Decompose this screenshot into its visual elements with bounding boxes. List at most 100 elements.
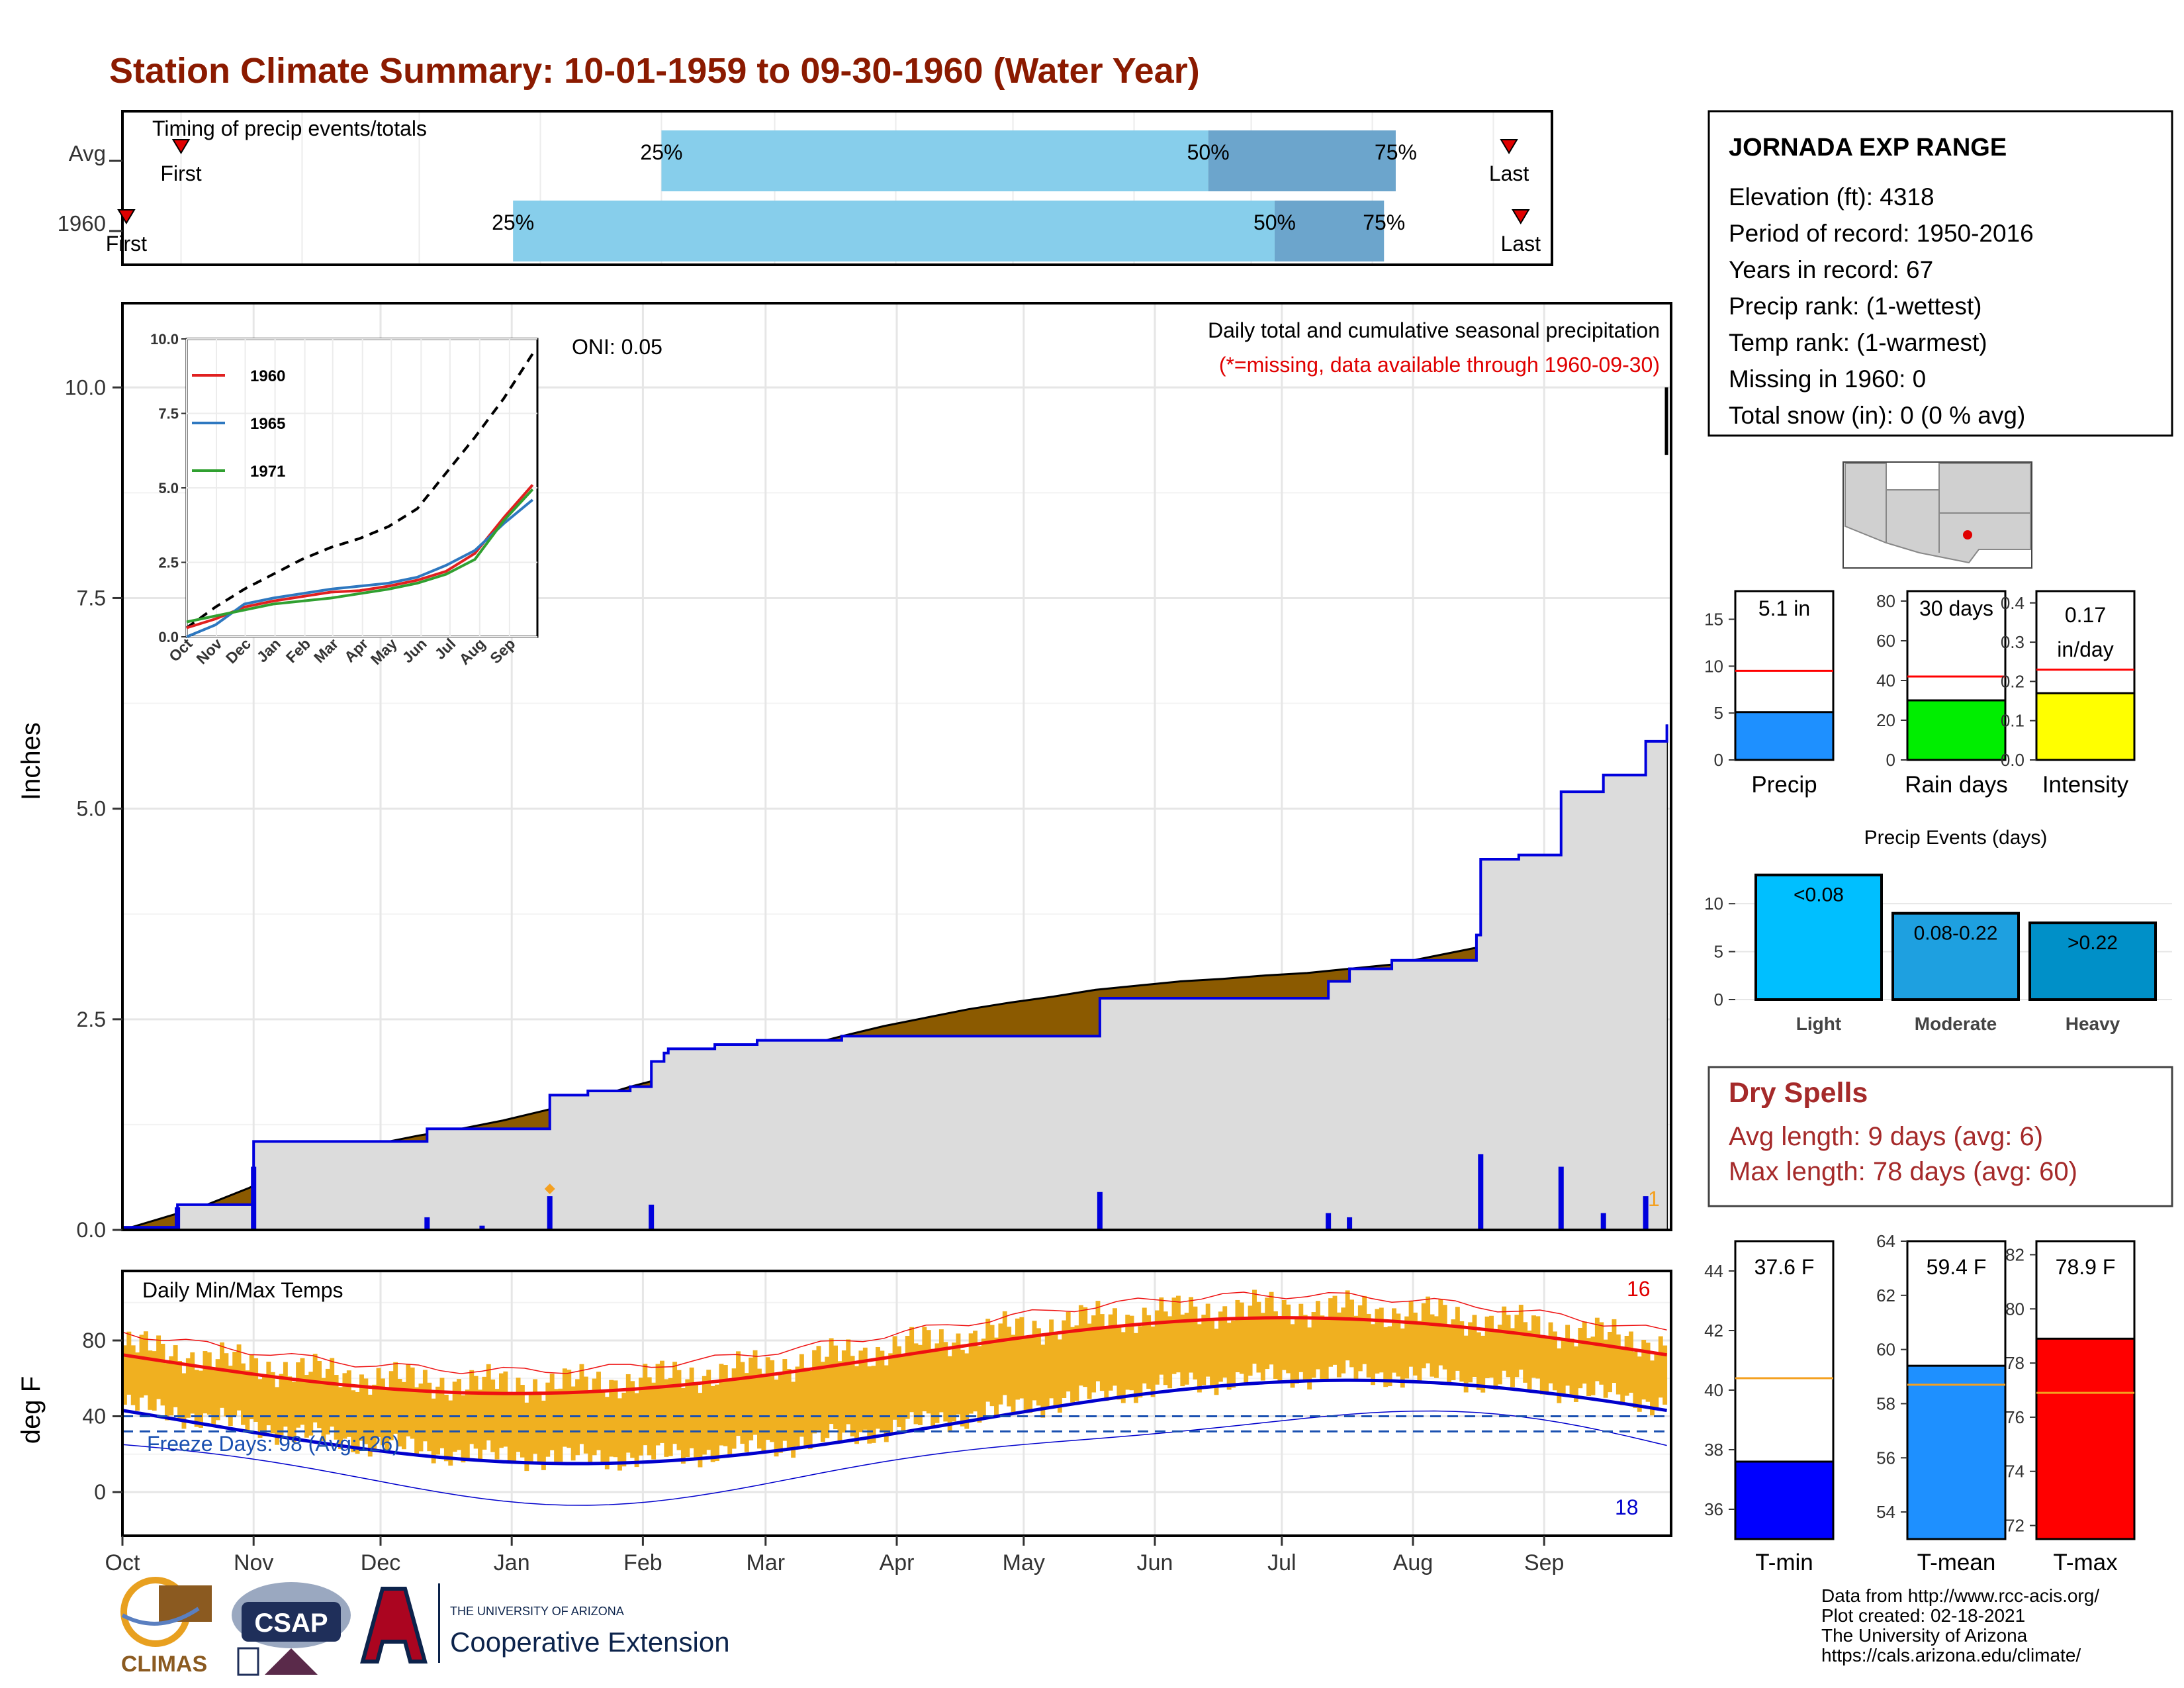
daily-temp-range-bar [1357,1305,1363,1372]
dry-spells-title: Dry Spells [1729,1077,1868,1109]
daily-temp-range-bar [1641,1340,1647,1400]
timing-label: Timing of precip events/totals [152,117,427,140]
daily-temp-range-bar [1426,1296,1431,1364]
timing-first-label: First [106,232,147,256]
record-low-count: 18 [1615,1495,1639,1519]
daily-temp-range-bar [1277,1316,1283,1382]
daily-temp-range-bar [486,1364,491,1440]
daily-temp-range-bar [554,1389,559,1462]
month-tick-label: Mar [747,1550,786,1575]
daily-temp-range-bar [465,1389,470,1459]
daily-precip-bar [649,1204,655,1230]
daily-temp-range-bar [1413,1312,1418,1376]
daily-temp-range-bar [1205,1303,1210,1377]
daily-temp-range-bar [414,1387,420,1454]
daily-temp-range-bar [1527,1331,1532,1389]
summary-bar [1734,711,1835,761]
daily-temp-range-bar [740,1362,745,1444]
daily-temp-range-bar [570,1386,576,1461]
daily-temp-range-bar [795,1366,800,1446]
daily-temp-range-bar [1104,1327,1109,1401]
daily-temp-range-bar [947,1356,952,1432]
temp-bar-value: 59.4 F [1927,1255,1987,1279]
daily-temp-range-bar [1387,1326,1392,1387]
daily-temp-range-bar [228,1366,233,1427]
daily-temp-range-bar [439,1378,445,1448]
daily-temp-range-bar [126,1331,132,1395]
daily-temp-range-bar [249,1355,254,1419]
daily-temp-range-bar [1336,1312,1342,1378]
daily-temp-range-bar [266,1362,271,1426]
precip-events-chart: Precip Events (days) 0 5 10 <0.08 Light 0.08-… [1704,827,2172,1034]
logos: CLIMAS CSAP THE UNIVERSITY OF ARIZONA Co… [120,1577,730,1677]
daily-temp-range-bar [1256,1301,1261,1373]
observed-cumulative-precip-area [122,724,1667,1230]
daily-temp-range-bar [761,1374,766,1452]
daily-temp-range-bar [1091,1315,1096,1393]
timing-first-marker [171,139,191,154]
daily-temp-range-bar [1087,1323,1092,1399]
daily-temp-range-bar [448,1400,453,1466]
daily-temp-range-bar [1244,1317,1249,1385]
daily-temp-range-bar [1624,1335,1629,1396]
summary-bar-tick-label: 60 [1876,631,1895,651]
temp-panel-label: Daily Min/Max Temps [142,1278,343,1302]
daily-temp-range-bar [388,1371,394,1440]
daily-temp-range-bar [1447,1325,1452,1385]
freeze-days-label: Freeze Days: 98 (Avg:126) [147,1432,400,1456]
daily-temp-range-bar [1189,1297,1194,1373]
temp-y-tick-label: 80 [82,1329,106,1352]
temp-bar-tick-label: 60 [1876,1340,1895,1360]
daily-temp-range-bar [512,1393,517,1464]
summary-bar [1906,699,2007,761]
timing-row-year-label: 1960 [58,211,106,236]
daily-temp-range-bar [291,1382,296,1442]
daily-temp-range-bar [989,1325,995,1407]
temp-bar-label: T-max [2053,1550,2118,1575]
daily-temp-range-bar [621,1392,627,1467]
daily-temp-range-bar [964,1353,970,1429]
max-daily-marker [544,1184,555,1194]
daily-temp-range-bar [938,1329,944,1413]
daily-temp-range-bar [164,1363,169,1421]
events-bar-label: >0.22 [2068,932,2118,954]
inset-legend-label: 1965 [250,415,285,433]
summary-bar-tick-label: 0 [1886,750,1895,770]
daily-temp-range-bar [241,1363,246,1425]
daily-temp-range-bar [1070,1327,1075,1403]
month-tick-label: Apr [880,1550,915,1575]
summary-bar-tick-label: 0.2 [2001,671,2025,691]
daily-temp-range-bar [1557,1348,1562,1403]
daily-temp-range-bar [1113,1308,1117,1386]
daily-temp-range-bar [1074,1325,1079,1401]
summary-bar-tick-label: 20 [1876,710,1895,730]
daily-temp-range-bar [1523,1322,1528,1383]
station-line-missing: Missing in 1960: 0 [1729,365,1926,393]
daily-temp-range-bar [1451,1319,1456,1381]
daily-temp-range-bar [579,1364,584,1444]
daily-temp-range-bar [913,1343,919,1425]
daily-temp-range-bar [533,1379,538,1454]
month-tick-label: Aug [1393,1550,1433,1575]
daily-temp-range-bar [1531,1315,1536,1378]
daily-temp-range-bar [185,1358,191,1418]
events-tick-label: 10 [1704,894,1723,914]
inset-y-tick-label: 7.5 [158,406,179,422]
daily-temp-range-bar [1175,1295,1181,1373]
daily-temp-range-bar [702,1376,707,1455]
station-line-period: Period of record: 1950-2016 [1729,220,2034,247]
daily-temp-range-bar [1315,1301,1320,1370]
daily-temp-range-bar [765,1357,770,1440]
events-category-label: Heavy [2066,1013,2120,1034]
daily-temp-range-bar [791,1382,796,1458]
summary-bar-tick-label: 0.4 [2001,593,2025,613]
daily-precip-bar [1326,1213,1332,1230]
daily-temp-range-bar [177,1360,183,1420]
summary-bar-tick-label: 40 [1876,671,1895,690]
daily-temp-range-bar [1586,1338,1592,1396]
daily-temp-range-bar [1349,1299,1354,1368]
daily-temp-range-bar [1633,1351,1638,1409]
daily-temp-range-bar [253,1358,259,1422]
daily-temp-range-bar [892,1336,897,1420]
daily-temp-range-bar [897,1346,901,1427]
